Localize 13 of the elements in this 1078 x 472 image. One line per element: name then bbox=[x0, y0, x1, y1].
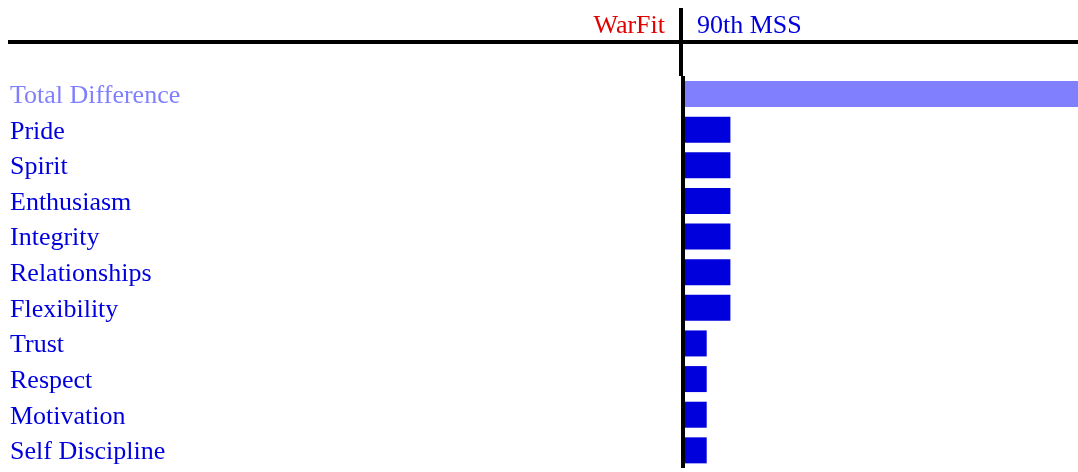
text: 90th MSS bbox=[697, 10, 802, 40]
y-tick-label: Spirit bbox=[10, 151, 69, 181]
y-tick-label: Enthusiasm bbox=[10, 186, 132, 216]
y-tick-label: Respect bbox=[10, 365, 94, 395]
y-tick-label: Pride bbox=[10, 115, 65, 145]
y-tick-label: Integrity bbox=[10, 222, 100, 252]
y-tick-label: Self Discipline bbox=[10, 436, 166, 466]
text: WarFit bbox=[593, 10, 666, 40]
y-tick-label: Flexibility bbox=[10, 293, 119, 323]
y-tick-label: Motivation bbox=[10, 400, 126, 430]
y-tick-label: Trust bbox=[10, 329, 65, 359]
y-tick-label: Total Difference bbox=[10, 79, 181, 109]
y-tick-label: Relationships bbox=[10, 258, 152, 288]
